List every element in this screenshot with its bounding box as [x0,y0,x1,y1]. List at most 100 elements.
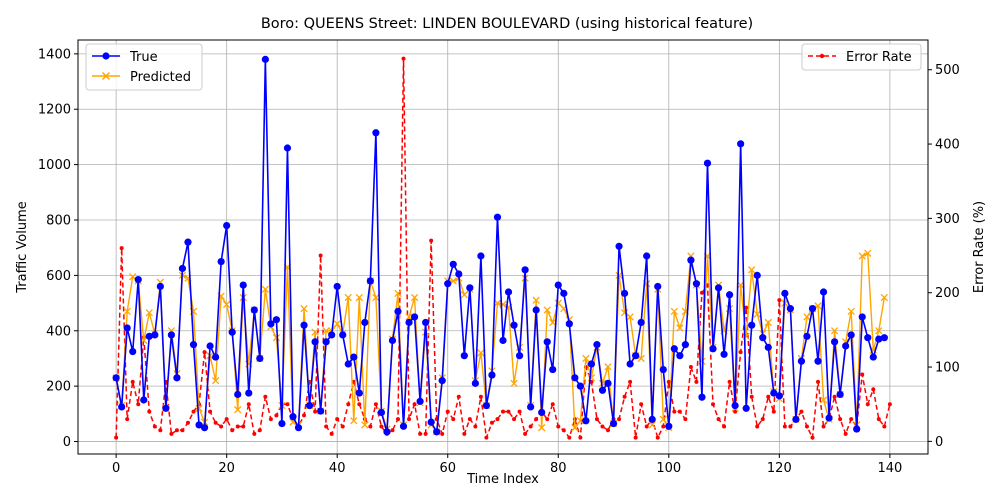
error-rate-point [230,428,235,433]
true-point [847,331,855,339]
true-point [803,332,811,340]
error-rate-point [263,394,268,399]
error-rate-point [628,379,633,384]
true-point [759,334,767,342]
error-rate-point [147,409,152,414]
legend-true-label: True [129,50,158,65]
predicted-point [261,285,270,293]
error-rate-point [219,424,224,429]
error-rate-point [136,402,141,407]
predicted-point [322,327,330,335]
y-axis-left: 0 200 400 600 800 1000 1200 1400 [38,47,78,450]
predicted-point [538,424,546,432]
error-rate-point [694,379,699,384]
predicted-point [372,293,380,302]
error-rate-point [799,409,804,414]
true-point [184,238,192,246]
predicted-point [410,293,419,302]
true-point [438,377,446,385]
true-point [659,365,667,374]
true-point [521,266,529,274]
true-point [626,360,634,368]
true-point [145,332,153,340]
y-tick-label: 1400 [38,47,71,62]
true-point [350,353,358,361]
error-rate-point [202,350,207,355]
error-rate-point [722,424,727,429]
predicted-point [764,318,772,327]
true-point [267,320,275,328]
predicted-point [195,404,203,412]
error-rate-point [871,387,876,392]
error-rate-point [180,428,185,433]
error-rate-point [373,402,378,407]
true-point [720,350,728,358]
true-point [361,318,369,327]
true-point [615,242,623,250]
error-rate-point [208,409,213,414]
true-point [593,341,601,349]
error-rate-point [158,428,163,433]
error-rate-point [185,420,190,425]
predicted-point [819,396,828,404]
error-rate-point [771,409,776,414]
predicted-point [355,293,363,302]
true-point [366,277,374,285]
predicted-point [223,300,231,309]
y2-tick-label: 100 [935,361,960,376]
y2-tick-label: 200 [935,286,960,301]
error-rate-point [501,409,505,414]
true-point [355,389,363,397]
error-rate-point [766,394,771,399]
error-rate-point [241,424,246,429]
x-tick-label: 0 [112,461,120,476]
x-tick-label: 20 [218,461,235,476]
error-rate-point [152,424,157,429]
true-point [217,257,225,266]
true-point [333,282,341,291]
true-point [687,256,695,264]
error-rate-point [512,417,517,422]
predicted-point [648,421,656,429]
error-rate-point [606,428,611,433]
true-point [377,408,386,417]
y-tick-label: 600 [46,269,71,284]
error-rate-point [456,394,461,399]
error-rate-point [672,409,677,414]
true-point [875,335,883,343]
error-rate-point [755,424,760,429]
true-point [560,289,568,297]
predicted-point [361,421,369,429]
y2-tick-label: 500 [935,63,960,78]
error-rate-point [412,402,417,407]
predicted-point [543,306,551,314]
predicted-point [576,417,585,425]
true-point [604,379,612,387]
predicted-point [582,354,590,363]
true-point [814,357,822,365]
error-rate-point [467,417,472,422]
true-point [322,338,330,346]
predicted-point [864,249,872,257]
y-tick-label: 1000 [38,158,71,173]
true-point [819,288,828,296]
true-point [587,360,596,368]
y2-tick-label: 0 [935,435,943,450]
predicted-point [880,293,888,302]
error-rate-point [699,290,704,295]
error-rate-point [395,417,400,422]
error-rate-point [473,424,478,429]
true-point [212,353,220,361]
error-rate-point [882,424,887,429]
predicted-point [598,379,607,388]
true-point [808,305,817,313]
predicted-point [145,309,153,317]
legend-predicted-label: Predicted [130,70,191,85]
true-point [388,336,397,345]
true-point [427,418,435,426]
true-point [571,374,579,382]
predicted-point [211,376,220,385]
plot-frame [77,39,929,455]
true-point [460,352,468,360]
